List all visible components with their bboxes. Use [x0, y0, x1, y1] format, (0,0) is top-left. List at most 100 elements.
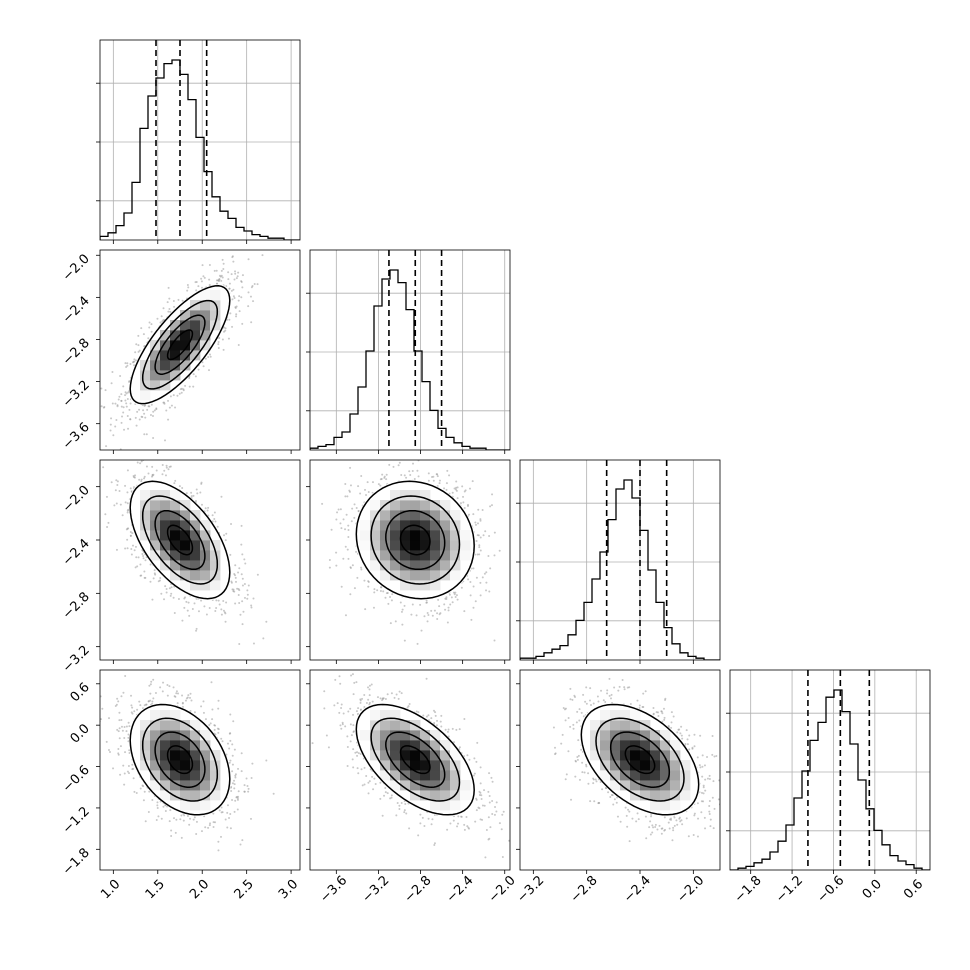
scatter-point [372, 606, 375, 609]
scatter-point [347, 524, 350, 527]
scatter-point [124, 484, 127, 487]
scatter-point [438, 479, 441, 482]
scatter-point [490, 504, 493, 507]
scatter-point [357, 510, 360, 513]
scatter-point [143, 412, 146, 415]
scatter-point [425, 601, 428, 604]
scatter-point [250, 321, 253, 324]
scatter-point [237, 594, 240, 597]
scatter-point [478, 544, 481, 547]
scatter-point [126, 397, 129, 400]
scatter-point [225, 601, 228, 604]
scatter-point [247, 584, 250, 587]
scatter-point [436, 612, 439, 615]
y-tick-label: −2.0 [60, 251, 93, 284]
scatter-point [206, 509, 209, 512]
scatter-point [208, 264, 211, 267]
scatter-point [379, 589, 382, 592]
density-bin [160, 540, 171, 551]
scatter-point [129, 534, 132, 537]
scatter-point [215, 269, 218, 272]
scatter-point [346, 548, 349, 551]
density-bin [140, 390, 151, 401]
scatter-point [197, 610, 200, 613]
scatter-point [148, 326, 151, 329]
scatter-point [423, 615, 426, 618]
scatter-point [159, 321, 162, 324]
scatter-point [250, 606, 253, 609]
scatter-point [409, 473, 412, 476]
scatter-point [187, 601, 190, 604]
scatter-point [132, 360, 135, 363]
density-bin [160, 490, 171, 501]
scatter-point [220, 608, 223, 611]
density-bin [140, 530, 151, 541]
density-bin [190, 570, 201, 581]
scatter-point [438, 482, 441, 485]
scatter-point [398, 461, 401, 464]
scatter-point [230, 289, 233, 292]
scatter-point [129, 487, 132, 490]
scatter-point [246, 593, 249, 596]
density-bin [210, 310, 221, 321]
density-bin [200, 310, 211, 321]
scatter-point [200, 481, 203, 484]
scatter-point [239, 613, 242, 616]
scatter-point [252, 300, 255, 303]
scatter-point [128, 380, 131, 383]
scatter-point [120, 421, 123, 424]
density-bin [180, 540, 191, 551]
scatter-point [181, 619, 184, 622]
scatter-point [203, 276, 206, 279]
scatter-point [195, 280, 198, 283]
scatter-point [100, 405, 103, 408]
scatter-point [134, 351, 137, 354]
scatter-point [379, 478, 382, 481]
scatter-point [213, 511, 216, 514]
scatter-point [120, 399, 123, 402]
scatter-point [192, 494, 195, 497]
scatter-point [247, 305, 250, 308]
scatter-point [474, 523, 477, 526]
scatter-point [218, 337, 221, 340]
scatter-point [188, 385, 191, 388]
scatter-point [135, 343, 138, 346]
scatter-point [387, 602, 390, 605]
scatter-point [129, 457, 131, 459]
scatter-point [371, 481, 374, 484]
scatter-point [207, 514, 210, 517]
scatter-point [355, 506, 358, 509]
scatter-point [364, 608, 367, 611]
scatter-point [126, 469, 129, 472]
scatter-point [401, 623, 404, 626]
scatter-point [445, 482, 448, 485]
scatter-point [485, 589, 488, 592]
scatter-point [256, 573, 259, 576]
scatter-point [161, 473, 164, 476]
density-bin [200, 580, 211, 591]
scatter-point [141, 552, 144, 555]
scatter-point [222, 348, 225, 351]
scatter-point [238, 602, 241, 605]
density-bin [180, 320, 191, 331]
density-bin [150, 530, 161, 541]
density-bin [170, 500, 181, 511]
panel-2-0 [102, 457, 268, 645]
scatter-point [344, 483, 347, 486]
scatter-point [456, 497, 459, 500]
density-bin [200, 560, 211, 571]
scatter-point [367, 585, 370, 588]
scatter-point [450, 596, 453, 599]
scatter-point [373, 591, 376, 594]
scatter-point [181, 486, 184, 489]
scatter-point [232, 260, 235, 263]
scatter-point [472, 513, 475, 516]
contour-line [141, 299, 219, 390]
scatter-point [194, 499, 197, 502]
scatter-point [200, 599, 203, 602]
scatter-point [163, 598, 166, 601]
scatter-point [351, 564, 354, 567]
scatter-point [230, 273, 233, 276]
scatter-point [238, 310, 241, 313]
scatter-point [459, 502, 462, 505]
